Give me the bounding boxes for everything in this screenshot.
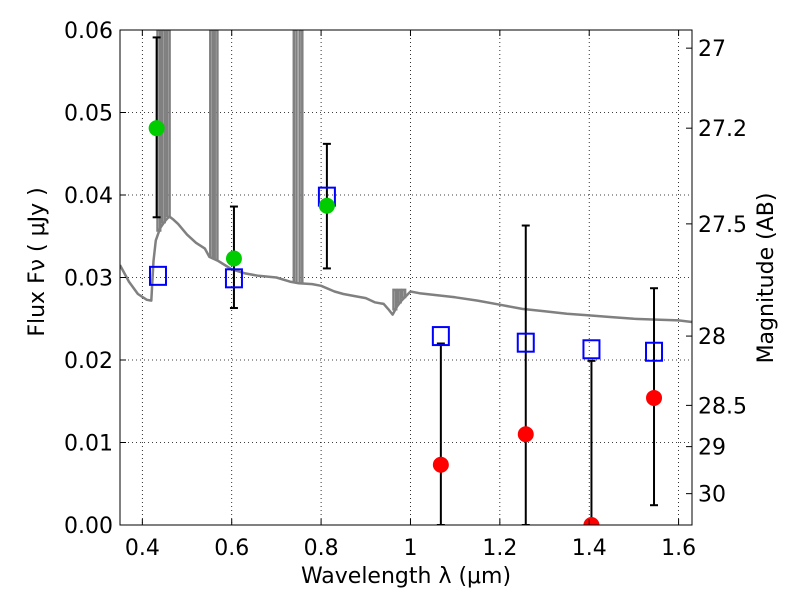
observed-photometry-point	[583, 517, 600, 525]
observed-photometry-point	[148, 120, 165, 137]
x-tick-label: 0.4	[125, 536, 160, 561]
model-photometry-square	[516, 332, 535, 353]
sed-model-line	[120, 215, 692, 324]
emission-line-spike	[401, 288, 407, 299]
emission-line-spike	[209, 30, 215, 258]
mag-tick-label: 29	[698, 436, 726, 461]
model-photometry-square	[431, 326, 450, 347]
x-tick-label: 1.2	[482, 536, 517, 561]
observed-photometry-point	[646, 389, 663, 406]
y-tick-label: 0.00	[64, 514, 113, 539]
plot-frame	[119, 29, 693, 526]
x-tick-label: 1	[403, 536, 417, 561]
emission-line-spike	[165, 30, 171, 218]
x-tick-label: 0.6	[214, 536, 249, 561]
mag-tick-label: 27.5	[698, 213, 747, 238]
y-tick-label: 0.04	[64, 184, 113, 209]
model-photometry-square	[224, 268, 243, 289]
mag-tick-label: 27.2	[698, 117, 747, 142]
mag-tick-label: 27	[698, 37, 726, 62]
model-photometry-square	[148, 265, 167, 286]
emission-line-spike	[298, 30, 304, 284]
y-tick-label: 0.06	[64, 19, 113, 44]
observed-photometry-point	[432, 456, 449, 473]
y-axis-label: Flux Fν ( μJy )	[25, 187, 50, 336]
model-photometry-square	[582, 339, 601, 360]
mag-tick-label: 28	[698, 325, 726, 350]
emission-line-spike	[292, 30, 298, 283]
mag-tick-label: 28.5	[698, 394, 747, 419]
emission-line-spike	[213, 30, 219, 260]
observed-photometry-point	[517, 426, 534, 443]
emission-line-spike	[396, 288, 402, 304]
model-photometry-square	[645, 341, 664, 362]
observed-photometry-point	[318, 197, 335, 214]
grid-lines	[120, 29, 692, 526]
x-tick-label: 0.8	[304, 536, 339, 561]
right-axis-label: Magnitude (AB)	[754, 193, 779, 364]
emission-line-spike	[392, 288, 398, 311]
x-axis-label: Wavelength λ (μm)	[301, 564, 511, 589]
x-tick-label: 1.4	[572, 536, 607, 561]
plot-content	[120, 30, 692, 525]
x-tick-label: 1.6	[661, 536, 696, 561]
mag-tick-label: 30	[698, 483, 726, 508]
axes: 0.4 0.6 0.8 1 1.2 1.4 1.6 0.00 0.01 0.02 0.03 0.04 0…	[64, 19, 747, 561]
y-tick-label: 0.05	[64, 102, 113, 127]
y-tick-label: 0.02	[64, 349, 113, 374]
y-tick-label: 0.01	[64, 432, 113, 457]
y-tick-label: 0.03	[64, 267, 113, 292]
observed-photometry-point	[225, 250, 242, 267]
